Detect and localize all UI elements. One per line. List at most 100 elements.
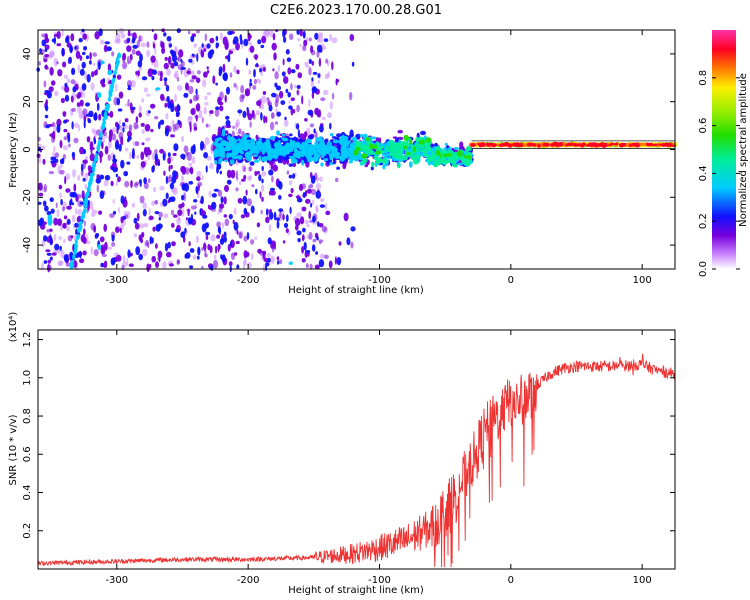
heatmap-cell — [242, 140, 248, 144]
heatmap-cell — [181, 183, 187, 191]
x-tick-label: 100 — [633, 275, 652, 286]
heatmap-cell — [275, 85, 282, 91]
heatmap-cell — [403, 134, 410, 141]
heatmap-cell — [296, 104, 300, 113]
heatmap-cell — [273, 52, 277, 61]
heatmap-cell — [278, 195, 282, 200]
heatmap-cell — [202, 79, 207, 88]
heatmap-cell — [131, 202, 136, 208]
heatmap-cell — [268, 190, 273, 196]
heatmap-cell — [155, 261, 159, 268]
heatmap-cell — [403, 145, 408, 149]
heatmap-cell — [304, 219, 310, 225]
heatmap-cell — [283, 222, 289, 228]
heatmap-cell — [200, 195, 204, 205]
heatmap-cell — [308, 58, 312, 64]
heatmap-cell — [306, 224, 310, 228]
heatmap-cell — [120, 136, 124, 146]
heatmap-cell — [283, 119, 289, 127]
heatmap-cell — [153, 186, 157, 193]
snr-frame — [37, 329, 676, 570]
heatmap-cell — [221, 128, 226, 137]
heatmap-cell — [281, 137, 287, 141]
heatmap-cell — [267, 257, 271, 263]
heatmap-cell — [45, 124, 50, 129]
heatmap-cell — [308, 134, 314, 140]
x-tick-label: -300 — [105, 575, 128, 586]
heatmap-cell — [242, 260, 247, 266]
heatmap-cell — [394, 150, 399, 153]
heatmap-cell — [164, 128, 169, 137]
heatmap-cell — [387, 148, 390, 152]
heatmap-cell — [70, 95, 74, 103]
heatmap-cell — [94, 153, 99, 159]
heatmap-cell — [268, 104, 273, 112]
heatmap-cell — [84, 71, 87, 80]
heatmap-cell — [122, 215, 127, 220]
heatmap-cell — [47, 259, 51, 264]
colorbar-bar — [712, 30, 736, 269]
heatmap-cell — [543, 142, 549, 147]
heatmap-cell — [60, 85, 65, 91]
heatmap-cell — [99, 190, 105, 200]
heatmap-cell — [418, 149, 424, 153]
heatmap-cell — [72, 86, 77, 93]
heatmap-cell — [206, 69, 210, 74]
colorbar-tick-label: 0.6 — [698, 118, 709, 134]
heatmap-cell — [277, 159, 281, 164]
heatmap-cell — [195, 235, 199, 243]
heatmap-cell — [180, 166, 186, 173]
heatmap-cell — [70, 235, 74, 239]
heatmap-cell — [91, 171, 95, 177]
heatmap-cell — [55, 202, 58, 209]
heatmap-cell — [201, 117, 204, 124]
heatmap-cell — [56, 31, 61, 39]
heatmap-cell — [106, 104, 110, 109]
heatmap-cell — [177, 119, 181, 125]
heatmap-cell — [308, 67, 312, 76]
heatmap-cell — [232, 219, 235, 225]
heatmap-cell — [196, 255, 200, 260]
heatmap-cell — [285, 49, 290, 55]
snr-line — [37, 353, 676, 568]
heatmap-cell — [290, 107, 294, 116]
heatmap-cell — [269, 29, 274, 38]
heatmap-cell — [361, 153, 368, 159]
heatmap-cell — [103, 44, 108, 53]
heatmap-cell — [91, 71, 95, 78]
heatmap-cell — [308, 152, 314, 156]
heatmap-cell — [82, 228, 86, 236]
heatmap-cell — [355, 155, 359, 162]
heatmap-cell — [170, 134, 175, 138]
heatmap-cell — [52, 130, 56, 140]
heatmap-cell — [142, 209, 147, 217]
heatmap-cell — [263, 257, 269, 263]
heatmap-cell — [389, 150, 393, 157]
heatmap-cell — [274, 99, 279, 108]
heatmap-cell — [148, 207, 151, 216]
heatmap-cell — [441, 149, 447, 155]
heatmap-cell — [250, 138, 256, 145]
heatmap-cell — [343, 161, 347, 168]
heatmap-cell — [361, 147, 365, 152]
heatmap-cell — [316, 44, 323, 53]
heatmap-cell — [224, 94, 227, 103]
heatmap-cell — [163, 213, 169, 219]
heatmap-cell — [217, 149, 223, 152]
heatmap-cell — [323, 38, 329, 43]
heatmap-cell — [285, 214, 289, 223]
heatmap-cell — [100, 60, 105, 65]
heatmap-cell — [141, 231, 145, 238]
heatmap-cell — [148, 215, 154, 220]
heatmap-cell — [63, 136, 68, 141]
heatmap-cell — [423, 153, 428, 157]
heatmap-cell — [48, 171, 55, 175]
heatmap-cell — [135, 116, 139, 124]
heatmap-cell — [310, 175, 316, 184]
heatmap-cell — [579, 143, 585, 146]
heatmap-cell — [223, 196, 227, 205]
heatmap-cell — [311, 86, 317, 94]
heatmap-cell — [308, 210, 312, 220]
heatmap-cell — [312, 71, 318, 75]
